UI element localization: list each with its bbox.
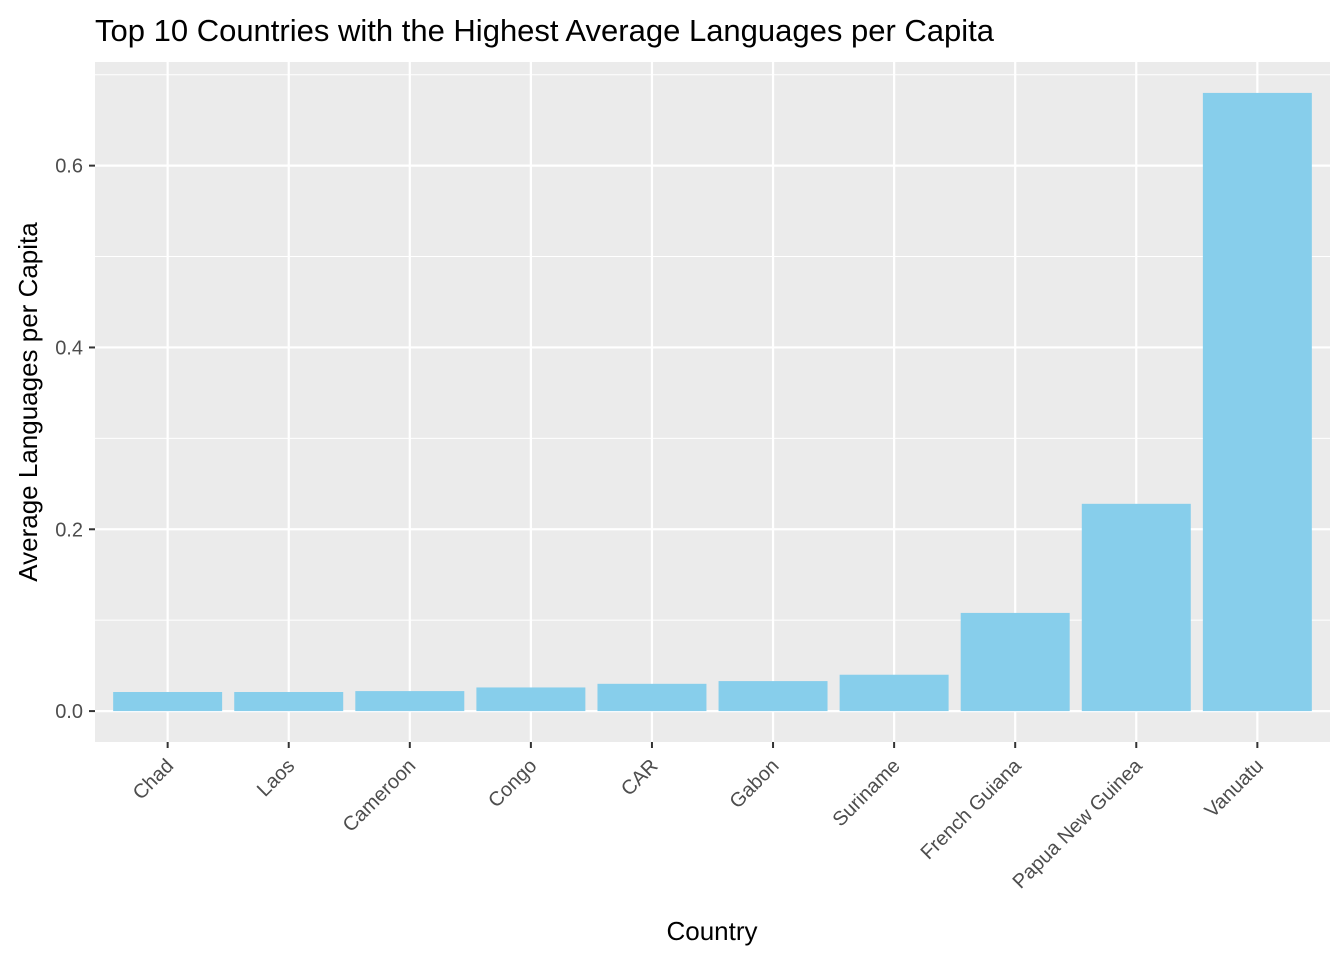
bar-cameroon bbox=[355, 691, 465, 712]
major-gridlines bbox=[95, 62, 1330, 742]
bar-laos bbox=[234, 692, 344, 712]
x-axis: Chad Laos Cameroon Congo CAR Gabon Suriname Fre… bbox=[129, 742, 1268, 893]
y-axis-title: Average Languages per Capita bbox=[13, 222, 43, 582]
x-tick-label: Chad bbox=[129, 755, 178, 804]
y-tick-label: 0.0 bbox=[55, 701, 83, 723]
x-tick-label: Cameroon bbox=[339, 755, 421, 837]
x-tick-label: Congo bbox=[484, 755, 541, 812]
x-tick-label: Laos bbox=[253, 755, 299, 801]
y-tick-label: 0.2 bbox=[55, 519, 83, 541]
chart-title: Top 10 Countries with the Highest Averag… bbox=[95, 13, 995, 48]
bar-gabon bbox=[718, 681, 828, 712]
bar-suriname bbox=[839, 674, 949, 712]
x-tick-label: Suriname bbox=[829, 755, 905, 831]
y-axis: 0.0 0.2 0.4 0.6 bbox=[55, 156, 95, 723]
bar-vanuatu bbox=[1202, 92, 1312, 712]
x-axis-title: Country bbox=[666, 916, 757, 946]
x-tick-label: Papua New Guinea bbox=[1009, 754, 1148, 893]
bar-papua-new-guinea bbox=[1081, 503, 1191, 712]
x-tick-label: French Guiana bbox=[917, 754, 1027, 864]
bars bbox=[113, 92, 1312, 712]
y-tick-label: 0.4 bbox=[55, 337, 83, 359]
x-tick-label: Vanuatu bbox=[1201, 755, 1268, 822]
x-tick-label: Gabon bbox=[726, 755, 784, 813]
bar-congo bbox=[476, 687, 586, 712]
y-tick-label: 0.6 bbox=[55, 156, 83, 178]
bar-french-guiana bbox=[960, 612, 1070, 712]
bar-chad bbox=[113, 692, 223, 712]
bar-car bbox=[597, 683, 707, 712]
x-tick-label: CAR bbox=[617, 755, 662, 800]
